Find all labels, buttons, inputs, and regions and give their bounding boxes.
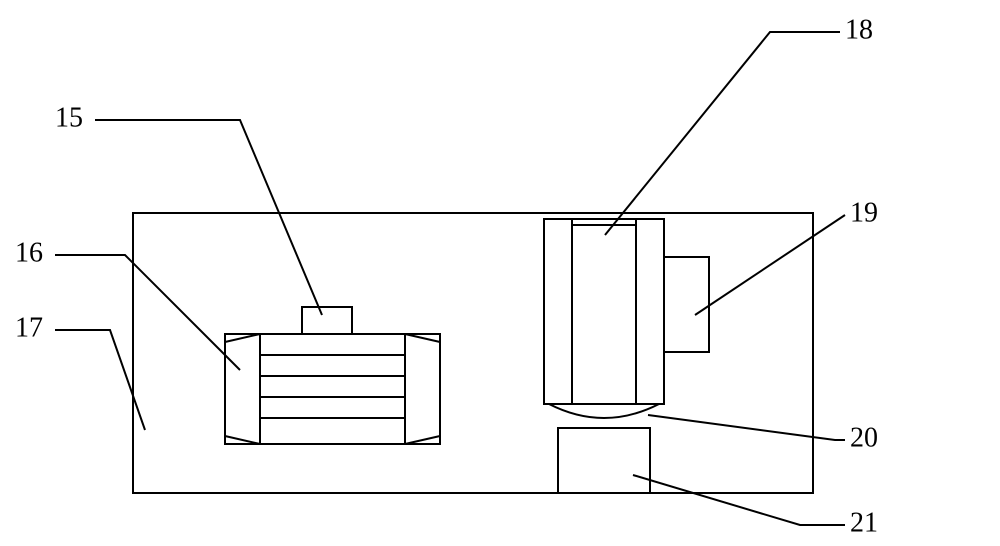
motor-body — [225, 334, 440, 444]
leader-20 — [648, 415, 845, 440]
column-outer — [544, 219, 664, 404]
diagram-canvas: 15 16 17 18 19 20 21 — [0, 0, 1000, 546]
column-base — [558, 428, 650, 493]
leader-15 — [95, 120, 322, 315]
leader-17 — [55, 330, 145, 430]
column-handle — [664, 257, 709, 352]
label-16: 16 — [15, 237, 43, 268]
label-17: 17 — [15, 312, 43, 343]
label-18: 18 — [845, 14, 873, 45]
motor-terminal-cap — [302, 307, 352, 334]
leader-19 — [695, 215, 845, 315]
column-bowl — [549, 404, 659, 418]
outer-frame — [133, 213, 813, 493]
label-19: 19 — [850, 197, 878, 228]
leader-18 — [605, 32, 840, 235]
label-15: 15 — [55, 102, 83, 133]
label-21: 21 — [850, 507, 878, 538]
motor-endcap-left-diag2 — [225, 436, 260, 444]
motor-endcap-right-diag2 — [405, 436, 440, 444]
label-20: 20 — [850, 422, 878, 453]
motor-endcap-right-diag1 — [405, 334, 440, 342]
motor-endcap-left-diag1 — [225, 334, 260, 342]
leader-16 — [55, 255, 240, 370]
